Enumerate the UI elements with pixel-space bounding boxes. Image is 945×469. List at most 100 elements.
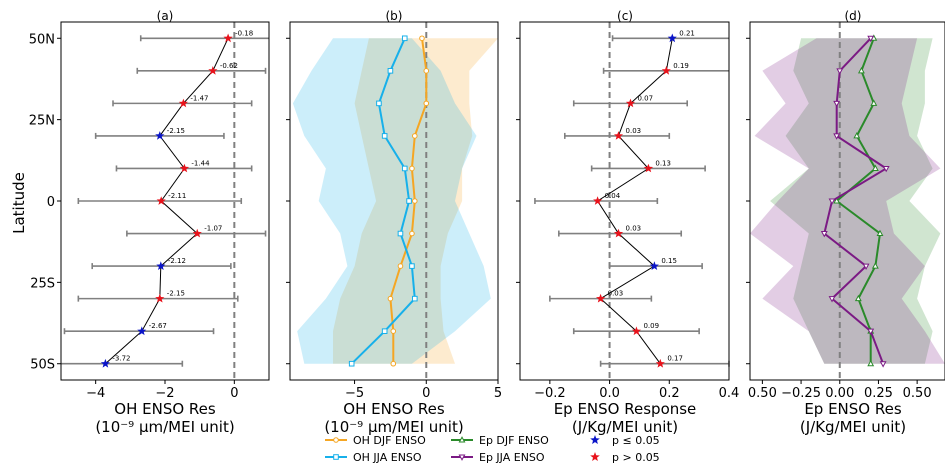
panel-b-xtick-label-2: 0: [422, 386, 430, 401]
panel-b-series-2-marker-10: [381, 328, 388, 334]
panel-c-value-label-10: 0.09: [643, 322, 659, 330]
panel-b-xtick-label-3: 5: [494, 386, 502, 401]
panel-d-xlabel: Ep ENSO Res: [804, 400, 902, 418]
panel-d-series-2-marker-9: [828, 296, 836, 303]
panel-c-star-5: [643, 163, 653, 173]
panel-a-xlabel: OH ENSO Res: [114, 400, 216, 418]
panel-d-series-1-marker-9: [854, 294, 862, 302]
panel-c-value-label-2: 0.19: [673, 62, 689, 70]
panel-c-value-label-8: 0.15: [661, 257, 677, 265]
panel-d-xtick-label-2: −0.25: [781, 386, 821, 401]
panel-d-series-1-marker-6: [833, 197, 841, 204]
panel-a-star-6: [156, 196, 166, 205]
legend-marker-2: [333, 454, 339, 460]
legend-marker-5: [590, 435, 600, 444]
panel-c-star-2: [661, 66, 671, 75]
y-axis-label: Latitude: [10, 172, 28, 234]
panel-d-series-2-marker-4: [833, 133, 841, 140]
lat-tick-label-2: 25N: [29, 114, 55, 129]
legend-label-3: Ep DJF ENSO: [479, 434, 549, 447]
panel-a-star-9: [155, 293, 165, 303]
panel-d-series-2-marker-2: [836, 68, 844, 75]
panel-b-band-2: [292, 38, 491, 364]
panel-c-value-label-3: 0.07: [637, 94, 653, 102]
panel-d-xlabel-unit: (J/Kg/MEI unit): [800, 418, 906, 436]
legend: OH DJF ENSO OH JJA ENSO Ep DJF ENSO Ep JJA …: [325, 434, 660, 464]
panel-b-series-1-marker-6: [412, 198, 418, 204]
panel-d-series-2-marker-7: [820, 231, 828, 238]
panel-c-star-7: [614, 228, 624, 238]
panel-a-value-label-3: -1.47: [190, 94, 208, 102]
panel-d-series-2-marker-5: [882, 165, 890, 173]
panel-b-series-2-marker-1: [401, 35, 408, 42]
panel-a-value-label-6: -2.11: [168, 192, 186, 200]
panel-c-star-9: [596, 293, 606, 303]
panel-b-series-2-marker-11: [348, 360, 355, 367]
panel-b-series-1-marker-3: [423, 100, 430, 107]
panel-c-star-3: [625, 98, 635, 108]
panel-c: (c) Ep ENSO Response (J/Kg/MEI unit) 0.2…: [516, 9, 739, 436]
panel-c-star-10: [631, 326, 641, 336]
panel-c-star-1: [667, 33, 677, 43]
panel-b-series-2-marker-5: [401, 165, 408, 172]
panel-d-series-1-marker-8: [871, 262, 879, 269]
lat-tick-label-1: 50N: [29, 32, 55, 47]
panel-c-xtick-label-1: −0.2: [534, 386, 566, 401]
panel-a-star-5: [179, 163, 189, 173]
panel-d: (d) Ep ENSO Res (J/Kg/MEI unit) 0.50 −0.2…: [746, 9, 945, 436]
panel-d-series-2-marker-6: [828, 198, 836, 205]
panel-c-star-8: [649, 261, 659, 270]
panel-d-series-1-marker-4: [853, 132, 861, 139]
panel-d-series-2-marker-1: [867, 35, 875, 43]
panel-a-value-label-1: -0.18: [235, 29, 253, 37]
panel-d-xtick-label-3: 0.00: [825, 386, 854, 401]
panel-b-title: (b): [386, 9, 403, 23]
panel-a-value-label-7: -1.07: [204, 225, 222, 233]
panel-c-xtick-label-3: 0.2: [659, 386, 680, 401]
panel-d-xtick-label-4: 0.25: [864, 386, 893, 401]
panel-a-xtick-label-3: 0: [230, 386, 238, 401]
panel-a-title: (a): [157, 9, 174, 23]
panel-d-band-2: [750, 38, 945, 364]
legend-label-2: OH JJA ENSO: [353, 451, 422, 464]
panel-c-star-4: [614, 131, 624, 140]
panel-b-series-1-marker-2: [423, 68, 430, 74]
panel-d-xtick-label-5: 0.50: [903, 386, 932, 401]
panel-b-series-2-marker-4: [381, 133, 388, 139]
panel-a: (a) OH ENSO Res (10⁻⁹ µm/MEI unit) -0.18…: [29, 9, 270, 436]
panel-a-value-label-2: -0.62: [220, 62, 238, 70]
lat-tick-label-3: 0: [47, 195, 55, 210]
lat-tick-label-5: 50S: [30, 358, 55, 373]
panel-b-series-1-marker-4: [412, 133, 418, 139]
panel-d-series-1-marker-11: [867, 359, 875, 367]
legend-label-5: p ≤ 0.05: [612, 434, 660, 447]
legend-label-1: OH DJF ENSO: [353, 434, 426, 447]
panel-a-value-label-8: -2.12: [168, 257, 186, 265]
panel-a-value-label-4: -2.15: [167, 127, 185, 135]
panel-d-series-1-marker-5: [871, 164, 879, 171]
panel-a-value-label-10: -2.67: [149, 322, 167, 330]
panel-a-value-label-9: -2.15: [167, 290, 185, 298]
panel-a-star-8: [156, 261, 166, 270]
legend-marker-6: [590, 452, 600, 461]
panel-b-series-1-marker-1: [419, 35, 425, 42]
panel-a-star-10: [137, 326, 147, 336]
panel-a-xtick-label-2: −2: [155, 386, 174, 401]
panel-c-value-label-4: 0.03: [626, 127, 642, 135]
legend-marker-3: [458, 436, 466, 443]
lat-tick-label-4: 25S: [30, 276, 55, 291]
panel-a-star-3: [178, 98, 188, 108]
panel-d-series-1-marker-2: [857, 66, 865, 74]
panel-a-star-2: [208, 66, 218, 75]
panel-c-xlabel-unit: (J/Kg/MEI unit): [572, 418, 678, 436]
panel-a-xtick-label-1: −4: [86, 386, 105, 401]
panel-d-series-2-marker-10: [867, 328, 875, 336]
panel-a-star-4: [155, 131, 165, 140]
panel-c-title: (c): [617, 9, 633, 23]
legend-marker-4: [458, 454, 466, 461]
panel-a-star-1: [223, 33, 233, 43]
panel-b-series-2-marker-3: [376, 100, 382, 107]
panel-d-series-2-marker-3: [833, 100, 841, 108]
panel-c-value-label-7: 0.03: [626, 225, 642, 233]
